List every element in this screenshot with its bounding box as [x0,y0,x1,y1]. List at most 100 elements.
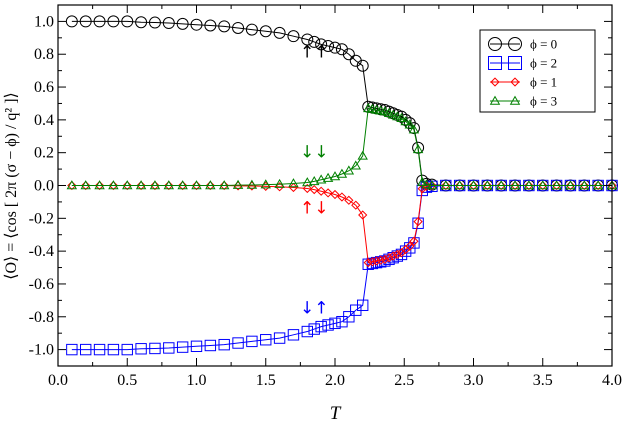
data-point [108,180,119,190]
legend-marker [508,37,522,51]
data-point [315,38,328,51]
data-point [232,337,244,349]
data-point [330,189,340,200]
data-point [308,176,320,186]
data-point [163,180,175,190]
data-point [551,180,562,190]
data-point [273,332,286,344]
y-tick-label: -0.6 [29,276,54,293]
data-point [302,183,312,194]
data-point [218,338,230,351]
spin-annotation: ↓↑ [300,298,329,318]
data-point [135,16,148,29]
data-point [537,180,548,190]
data-point [163,342,175,354]
legend-entry: ϕ = 2 [488,56,557,71]
data-point [387,109,399,119]
data-point [288,178,299,188]
y-tick-label: 0.0 [34,178,54,195]
data-point [136,180,146,191]
data-point [337,192,347,202]
data-point [468,180,479,190]
data-point [336,168,348,178]
data-point [343,165,355,175]
data-point [392,249,402,260]
data-point [417,176,428,186]
data-point [302,177,313,187]
spin-annotation: ↑↑ [300,43,329,63]
data-point [322,40,335,53]
y-tick-label: 1.0 [34,13,54,30]
y-tick-label: 0.8 [34,46,54,63]
data-point [150,180,160,191]
data-point [454,180,465,190]
data-point [412,144,424,154]
data-point [363,258,373,268]
data-point [94,180,105,190]
data-point [122,180,132,191]
data-point [509,180,521,190]
data-point [135,343,147,355]
data-point [358,210,368,220]
data-point [260,179,271,189]
data-point [315,174,327,184]
data-point [260,334,272,346]
data-point [94,180,105,191]
data-point [421,179,432,189]
data-point [322,172,334,182]
legend-entry: ϕ = 0 [488,37,557,52]
data-point [67,180,77,191]
y-tick-label: -1.0 [29,342,54,359]
series-line [71,185,612,351]
series-triangle [66,103,618,190]
data-point [218,180,230,190]
data-point [593,180,603,191]
legend-label: ϕ = 1 [530,75,557,90]
x-tick-label: 1.0 [187,372,207,389]
data-point [316,186,326,196]
data-point [79,15,92,28]
data-point [524,180,534,191]
data-point [135,180,147,190]
data-point [232,179,244,189]
data-point [468,180,479,191]
data-point [343,311,355,323]
data-point [329,317,341,330]
data-point [441,180,451,191]
data-point [384,253,394,263]
series-square [66,179,618,356]
x-tick-label: 0.5 [117,372,137,389]
data-point [205,180,216,190]
legend: ϕ = 0 ϕ = 2 ϕ = 1 ϕ = 3 [479,29,596,113]
data-point [388,251,398,261]
data-point [579,180,589,191]
data-point [579,180,590,190]
data-point [565,180,576,191]
data-point [274,178,285,188]
x-axis-title: T [330,403,342,424]
data-point [218,20,231,33]
legend-marker [490,77,500,87]
data-point [66,180,78,190]
series-line [71,107,612,186]
data-point [191,180,202,190]
data-point [162,17,175,30]
data-point [246,335,258,348]
data-point [592,180,604,190]
data-point [482,180,492,191]
x-tick-label: 3.5 [533,372,553,389]
x-tick-label: 2.0 [325,372,345,389]
x-axis: 0.0 0.5 1.0 1.5 2.0 2.5 3.0 3.5 4.0 [48,5,622,389]
data-point [191,180,202,191]
series-diamond [67,180,617,268]
legend-marker [489,95,501,105]
data-point [107,343,120,356]
legend-marker [488,37,502,51]
data-point [342,48,355,61]
data-point [383,107,395,118]
data-point [204,339,217,352]
data-point [177,180,188,190]
legend-marker [509,95,521,105]
data-point [523,180,535,190]
